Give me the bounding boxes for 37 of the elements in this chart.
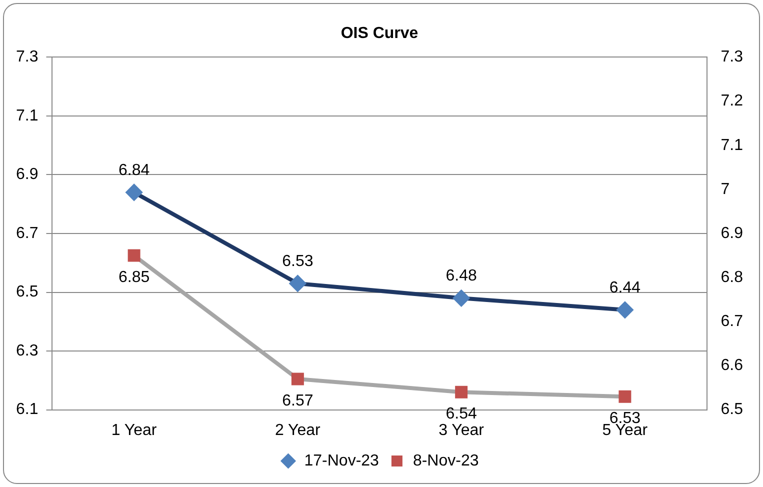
data-label: 6.85 [118,268,150,286]
y2-tick-label: 6.9 [720,224,744,242]
data-label: 6.48 [446,268,477,285]
y2-tick-label: 7.1 [720,136,744,154]
point [616,302,633,318]
data-label: 6.54 [446,406,477,423]
point [291,372,304,386]
y2-tick-label: 7 [720,180,730,198]
y-tick-label: 6.5 [16,284,38,301]
y-tick-label: 7.3 [16,48,38,66]
x-tick-label: 2 Year [274,422,322,439]
y2-tick-label: 6.5 [720,401,744,418]
y2-tick-label: 7.2 [720,92,744,110]
y2-tick-label: 6.6 [720,357,744,374]
point [453,290,470,306]
y-tick-label: 7.1 [16,107,38,124]
data-label: 6.57 [282,392,314,410]
legend-label: 17-Nov-23 [304,452,380,470]
point [455,386,468,398]
legend-label: 8-Nov-23 [412,452,479,470]
x-tick-label: 1 Year [111,422,158,439]
data-label: 6.53 [282,252,314,270]
data-label: 6.44 [609,279,641,296]
point [126,184,142,200]
y-tick-label: 6.9 [16,166,38,184]
x-tick-label: 3 Year [438,422,485,439]
point [290,275,306,292]
point [128,249,140,262]
y2-tick-label: 6.8 [720,268,744,286]
y-tick-label: 6.7 [16,224,38,242]
point [618,390,632,403]
y2-tick-label: 7.3 [720,48,744,66]
data-label: 6.84 [118,162,150,179]
y-tick-label: 6.1 [16,401,38,418]
chart-title: OIS Curve [340,25,418,42]
y-tick-label: 6.3 [16,342,38,360]
y2-tick-label: 6.7 [720,313,744,330]
